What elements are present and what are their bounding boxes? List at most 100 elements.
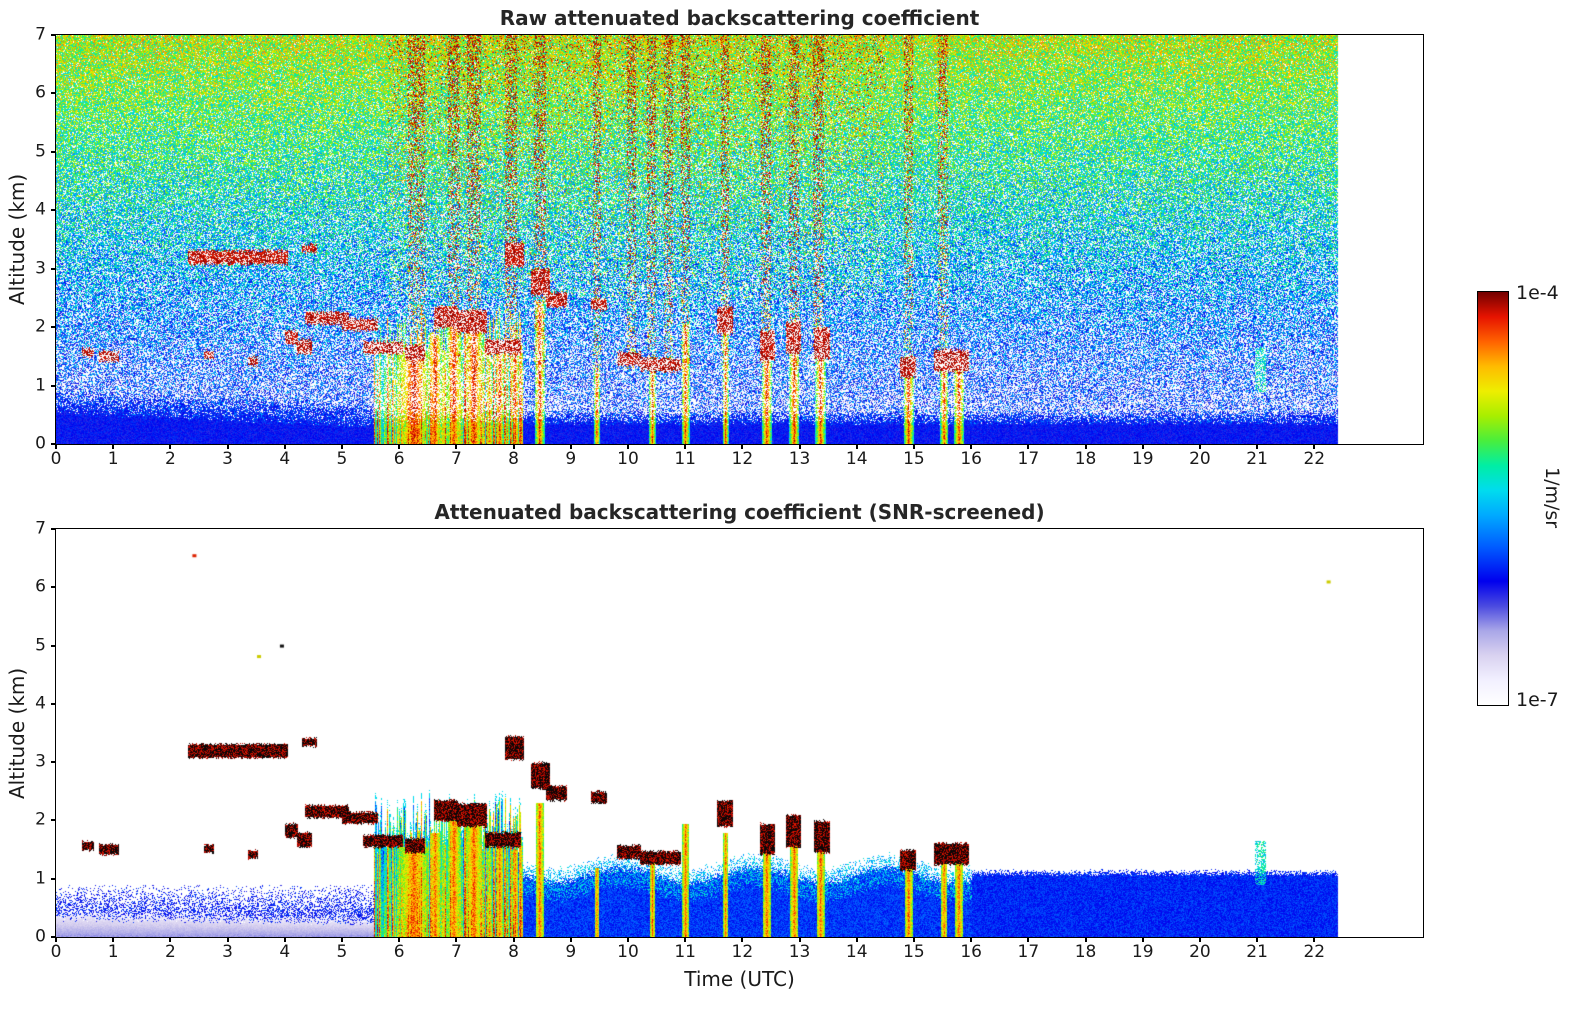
x-tick-mark	[970, 937, 973, 942]
x-tick-mark	[112, 444, 115, 449]
x-tick-mark	[626, 937, 629, 942]
x-tick-mark	[169, 444, 172, 449]
y-tick-mark	[51, 936, 56, 938]
y-tick-mark	[51, 761, 56, 764]
screened-backscatter-panel: Attenuated backscattering coefficient (S…	[5, 500, 1424, 991]
x-tick-label: 9	[565, 449, 577, 469]
x-tick-label: 4	[279, 449, 291, 469]
x-tick-mark	[455, 444, 458, 449]
x-tick-label: 16	[960, 449, 982, 469]
x-tick-mark	[798, 937, 801, 942]
x-tick-label: 21	[1246, 449, 1268, 469]
colorbar-min-label: 1e-7	[1516, 689, 1559, 711]
x-tick-mark	[855, 937, 858, 942]
x-tick-label: 6	[393, 449, 405, 469]
x-tick-mark	[855, 444, 858, 449]
x-tick-label: 3	[222, 942, 233, 962]
x-tick-mark	[1313, 444, 1316, 449]
x-tick-mark	[1198, 444, 1201, 449]
x-tick-mark	[912, 937, 915, 942]
x-tick-label: 8	[508, 942, 519, 962]
y-tick-mark	[51, 92, 56, 95]
x-tick-mark	[283, 937, 286, 942]
x-tick-mark	[55, 444, 57, 449]
screened-panel-title: Attenuated backscattering coefficient (S…	[434, 500, 1045, 524]
x-tick-label: 1	[107, 942, 119, 962]
x-tick-mark	[741, 444, 744, 449]
x-tick-mark	[1027, 937, 1030, 942]
x-tick-mark	[1313, 937, 1316, 942]
x-tick-label: 22	[1303, 449, 1326, 469]
x-tick-label: 3	[222, 449, 233, 469]
x-tick-label: 20	[1189, 942, 1211, 962]
y-tick-mark	[51, 443, 56, 445]
x-tick-label: 15	[903, 449, 925, 469]
x-tick-label: 13	[788, 942, 811, 962]
x-tick-label: 22	[1303, 942, 1326, 962]
y-tick-mark	[51, 209, 56, 212]
x-tick-mark	[398, 444, 401, 449]
y-tick-mark	[51, 326, 56, 329]
x-tick-label: 14	[845, 449, 868, 469]
y-tick-mark	[51, 877, 56, 880]
x-tick-label: 13	[788, 449, 811, 469]
x-tick-label: 4	[279, 942, 291, 962]
x-tick-label: 14	[845, 942, 868, 962]
x-tick-mark	[455, 937, 458, 942]
x-tick-label: 21	[1246, 942, 1268, 962]
x-tick-label: 11	[674, 449, 696, 469]
x-tick-mark	[1198, 937, 1201, 942]
x-tick-mark	[1141, 444, 1144, 449]
x-axis-label: Time (UTC)	[684, 967, 795, 991]
y-tick-label: 3	[35, 751, 46, 772]
x-tick-label: 15	[903, 942, 925, 962]
y-tick-label: 2	[35, 809, 46, 830]
x-tick-label: 10	[617, 449, 639, 469]
x-tick-label: 12	[731, 942, 754, 962]
x-tick-label: 11	[674, 942, 696, 962]
x-tick-label: 9	[565, 942, 577, 962]
x-tick-mark	[569, 444, 572, 449]
y-tick-mark	[51, 528, 56, 530]
x-tick-mark	[340, 444, 343, 449]
x-tick-mark	[283, 444, 286, 449]
y-tick-label: 6	[35, 82, 46, 103]
y-tick-label: 0	[35, 926, 46, 947]
x-tick-mark	[226, 937, 229, 942]
y-tick-label: 5	[35, 141, 46, 162]
x-tick-mark	[684, 444, 687, 449]
x-tick-mark	[684, 937, 687, 942]
y-tick-label: 5	[35, 635, 46, 656]
x-tick-label: 5	[336, 942, 348, 962]
x-tick-mark	[112, 937, 115, 942]
x-tick-label: 20	[1189, 449, 1211, 469]
y-tick-label: 6	[35, 576, 46, 597]
x-tick-label: 5	[336, 449, 348, 469]
y-tick-label: 0	[35, 433, 46, 454]
screened-panel-ylabel: Altitude (km)	[5, 667, 29, 799]
x-tick-mark	[1256, 444, 1259, 449]
x-tick-label: 16	[960, 942, 982, 962]
colorbar-max-label: 1e-4	[1516, 282, 1559, 304]
y-tick-mark	[51, 267, 56, 270]
x-tick-mark	[512, 937, 515, 942]
x-tick-label: 17	[1017, 942, 1040, 962]
x-tick-label: 0	[50, 942, 62, 962]
raw-panel-ylabel: Altitude (km)	[5, 173, 29, 306]
x-tick-mark	[1256, 937, 1259, 942]
x-tick-mark	[226, 444, 229, 449]
colorbar-units-label: 1/m/sr	[1541, 466, 1563, 529]
y-tick-mark	[51, 819, 56, 822]
x-tick-mark	[340, 937, 343, 942]
x-tick-mark	[1084, 937, 1087, 942]
x-tick-label: 6	[393, 942, 405, 962]
x-tick-label: 19	[1131, 942, 1154, 962]
raw-panel-title: Raw attenuated backscattering coefficien…	[499, 6, 980, 30]
x-tick-label: 17	[1017, 449, 1040, 469]
x-tick-mark	[741, 937, 744, 942]
y-tick-mark	[51, 586, 56, 589]
x-tick-label: 8	[508, 449, 519, 469]
x-tick-mark	[512, 444, 515, 449]
x-tick-label: 12	[731, 449, 754, 469]
